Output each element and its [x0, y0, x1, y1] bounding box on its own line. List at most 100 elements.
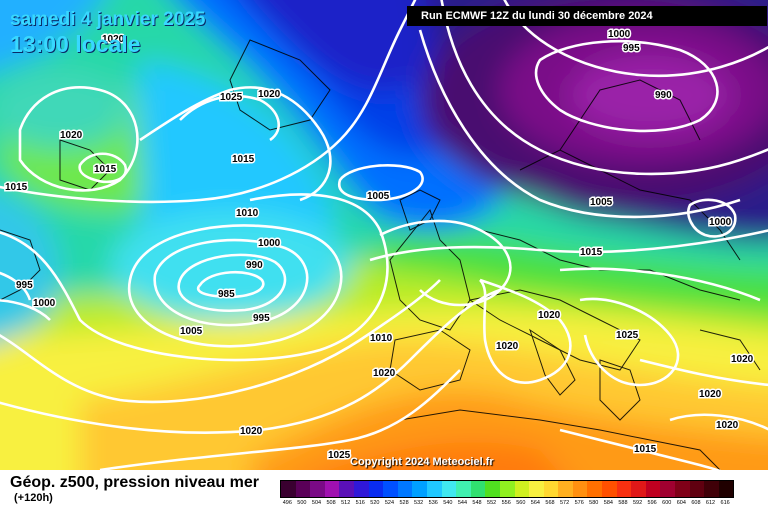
isobar-1020-n: [139, 86, 332, 202]
isobar-label: 1020: [538, 310, 561, 321]
isobar-label: 1020: [496, 341, 519, 352]
color-scale-swatch: [558, 481, 573, 497]
valid-date-title: samedi 4 janvier 2025: [10, 9, 206, 30]
isobar-1015-eu: [369, 229, 768, 262]
isobar-1015-greenland: [78, 152, 128, 184]
color-scale-swatch: [485, 481, 500, 497]
isobar-label: 1005: [590, 197, 613, 208]
isobar-995: [153, 238, 309, 327]
color-scale-swatch: [675, 481, 690, 497]
color-scale-tick-label: 588: [618, 500, 628, 506]
color-scale-tick-label: 524: [384, 500, 395, 506]
isobar-995-w: [0, 271, 32, 301]
color-scale-swatch: [645, 481, 661, 497]
color-scale-swatch: [324, 481, 340, 497]
isobar-1000-w: [0, 299, 51, 321]
isobar-label: 990: [655, 90, 672, 101]
color-scale-labels: 496 500 504 508 512 516 520 524 528 532 536 540 544 5…: [280, 500, 732, 506]
isobar-label: 990: [246, 260, 263, 271]
isobar-label: 1020: [373, 368, 396, 379]
isobar-1020-se2: [669, 413, 768, 431]
isobar-label: 1020: [258, 89, 281, 100]
color-scale-swatch: [499, 481, 515, 497]
weather-map: 1020 1025 1020 1020 1015 1015 1015 1010 …: [0, 0, 768, 470]
copyright-notice: Copyright 2024 Meteociel.fr: [350, 456, 494, 468]
isobar-1020-se: [639, 358, 768, 387]
color-scale-tick-label: 504: [311, 500, 322, 506]
isobar-label: 995: [253, 313, 270, 324]
color-scale-swatch: [412, 481, 427, 497]
isobar-label: 1015: [634, 444, 657, 455]
color-scale-swatch: [660, 481, 676, 497]
color-scale-swatch: [368, 481, 384, 497]
color-scale-tick-label: 496: [282, 500, 292, 506]
isobar-label: 1010: [370, 333, 393, 344]
color-scale-tick-label: 552: [487, 500, 497, 506]
color-scale-swatch: [631, 481, 646, 497]
isobar-1025-eu: [579, 297, 680, 387]
isobar-label: 1005: [180, 326, 203, 337]
isobar-1000-ne: [687, 198, 737, 238]
color-scale-swatch: [704, 481, 719, 497]
isobar-990-n: [534, 39, 719, 133]
color-scale-swatch: [470, 481, 486, 497]
isobar-1020-w: [18, 86, 139, 192]
isobar-990: [177, 253, 287, 312]
color-scale-tick-label: 536: [428, 500, 438, 506]
isobar-label: 1025: [220, 92, 243, 103]
color-scale-tick-label: 532: [414, 500, 424, 506]
color-scale-swatch: [529, 481, 544, 497]
color-scale-swatch: [397, 481, 413, 497]
isobar-label: 1020: [716, 420, 739, 431]
isobar-label: 1005: [367, 191, 390, 202]
isobar-label: 1025: [616, 330, 639, 341]
isobar-label: 995: [16, 280, 33, 291]
color-scale-swatch: [339, 481, 354, 497]
color-scale-tick-label: 500: [297, 500, 307, 506]
valid-time-title: 13:00 locale: [10, 31, 141, 57]
isobar-1005-ne: [418, 29, 741, 219]
color-scale-swatch: [441, 481, 457, 497]
color-scale-tick-label: 584: [603, 500, 613, 506]
color-scale-tick-label: 612: [705, 500, 716, 506]
isobar-1020-eu: [478, 278, 572, 384]
isobar-label: 1000: [608, 29, 631, 40]
isobar-label: 1000: [258, 238, 281, 249]
isobar-1005-w: [0, 193, 389, 362]
isobar-label: 1020: [240, 426, 263, 437]
isobar-label: 1010: [236, 208, 259, 219]
color-scale-swatch: [353, 481, 369, 497]
color-scale-tick-label: 608: [691, 500, 701, 506]
isobar-1010-eu: [379, 219, 512, 307]
isobar-label: 1000: [709, 217, 732, 228]
isobar-1020-sw: [0, 288, 501, 434]
color-scale-tick-label: 556: [501, 500, 511, 506]
isobar-label: 1020: [699, 389, 722, 400]
color-scale-tick-label: 596: [647, 500, 657, 506]
color-scale-tick-label: 520: [370, 500, 380, 506]
color-scale-tick-label: 592: [632, 500, 643, 506]
isobar-1015-w: [0, 0, 417, 204]
color-scale-swatch: [543, 481, 559, 497]
color-scale-swatch: [456, 481, 471, 497]
color-scale-tick-label: 568: [545, 500, 555, 506]
color-scale-tick-label: 572: [559, 500, 570, 506]
isobar-label: 1015: [94, 164, 117, 175]
color-scale-tick-label: 548: [472, 500, 482, 506]
color-scale-swatch: [587, 481, 603, 497]
isobar-label: 1015: [580, 247, 603, 258]
color-scale-swatch: [383, 481, 398, 497]
isobar-1000: [127, 224, 343, 348]
parameter-label: Géop. z500, pression niveau mer: [10, 474, 259, 491]
color-scale-swatch: [718, 481, 734, 497]
geopotential-field: [0, 0, 768, 470]
isobar-label: 1025: [328, 450, 351, 461]
color-scale-swatch: [572, 481, 588, 497]
isobar-labels: 1020 1025 1020 1020 1015 1015 1015 1010 …: [4, 28, 756, 463]
color-scale-tick-label: 512: [341, 500, 351, 506]
isobar-1005-n: [337, 164, 424, 202]
color-scale-swatch: [689, 481, 705, 497]
color-scale-swatch: [310, 481, 325, 497]
color-scale-tick-label: 564: [530, 500, 540, 506]
color-scale-swatch: [602, 481, 617, 497]
